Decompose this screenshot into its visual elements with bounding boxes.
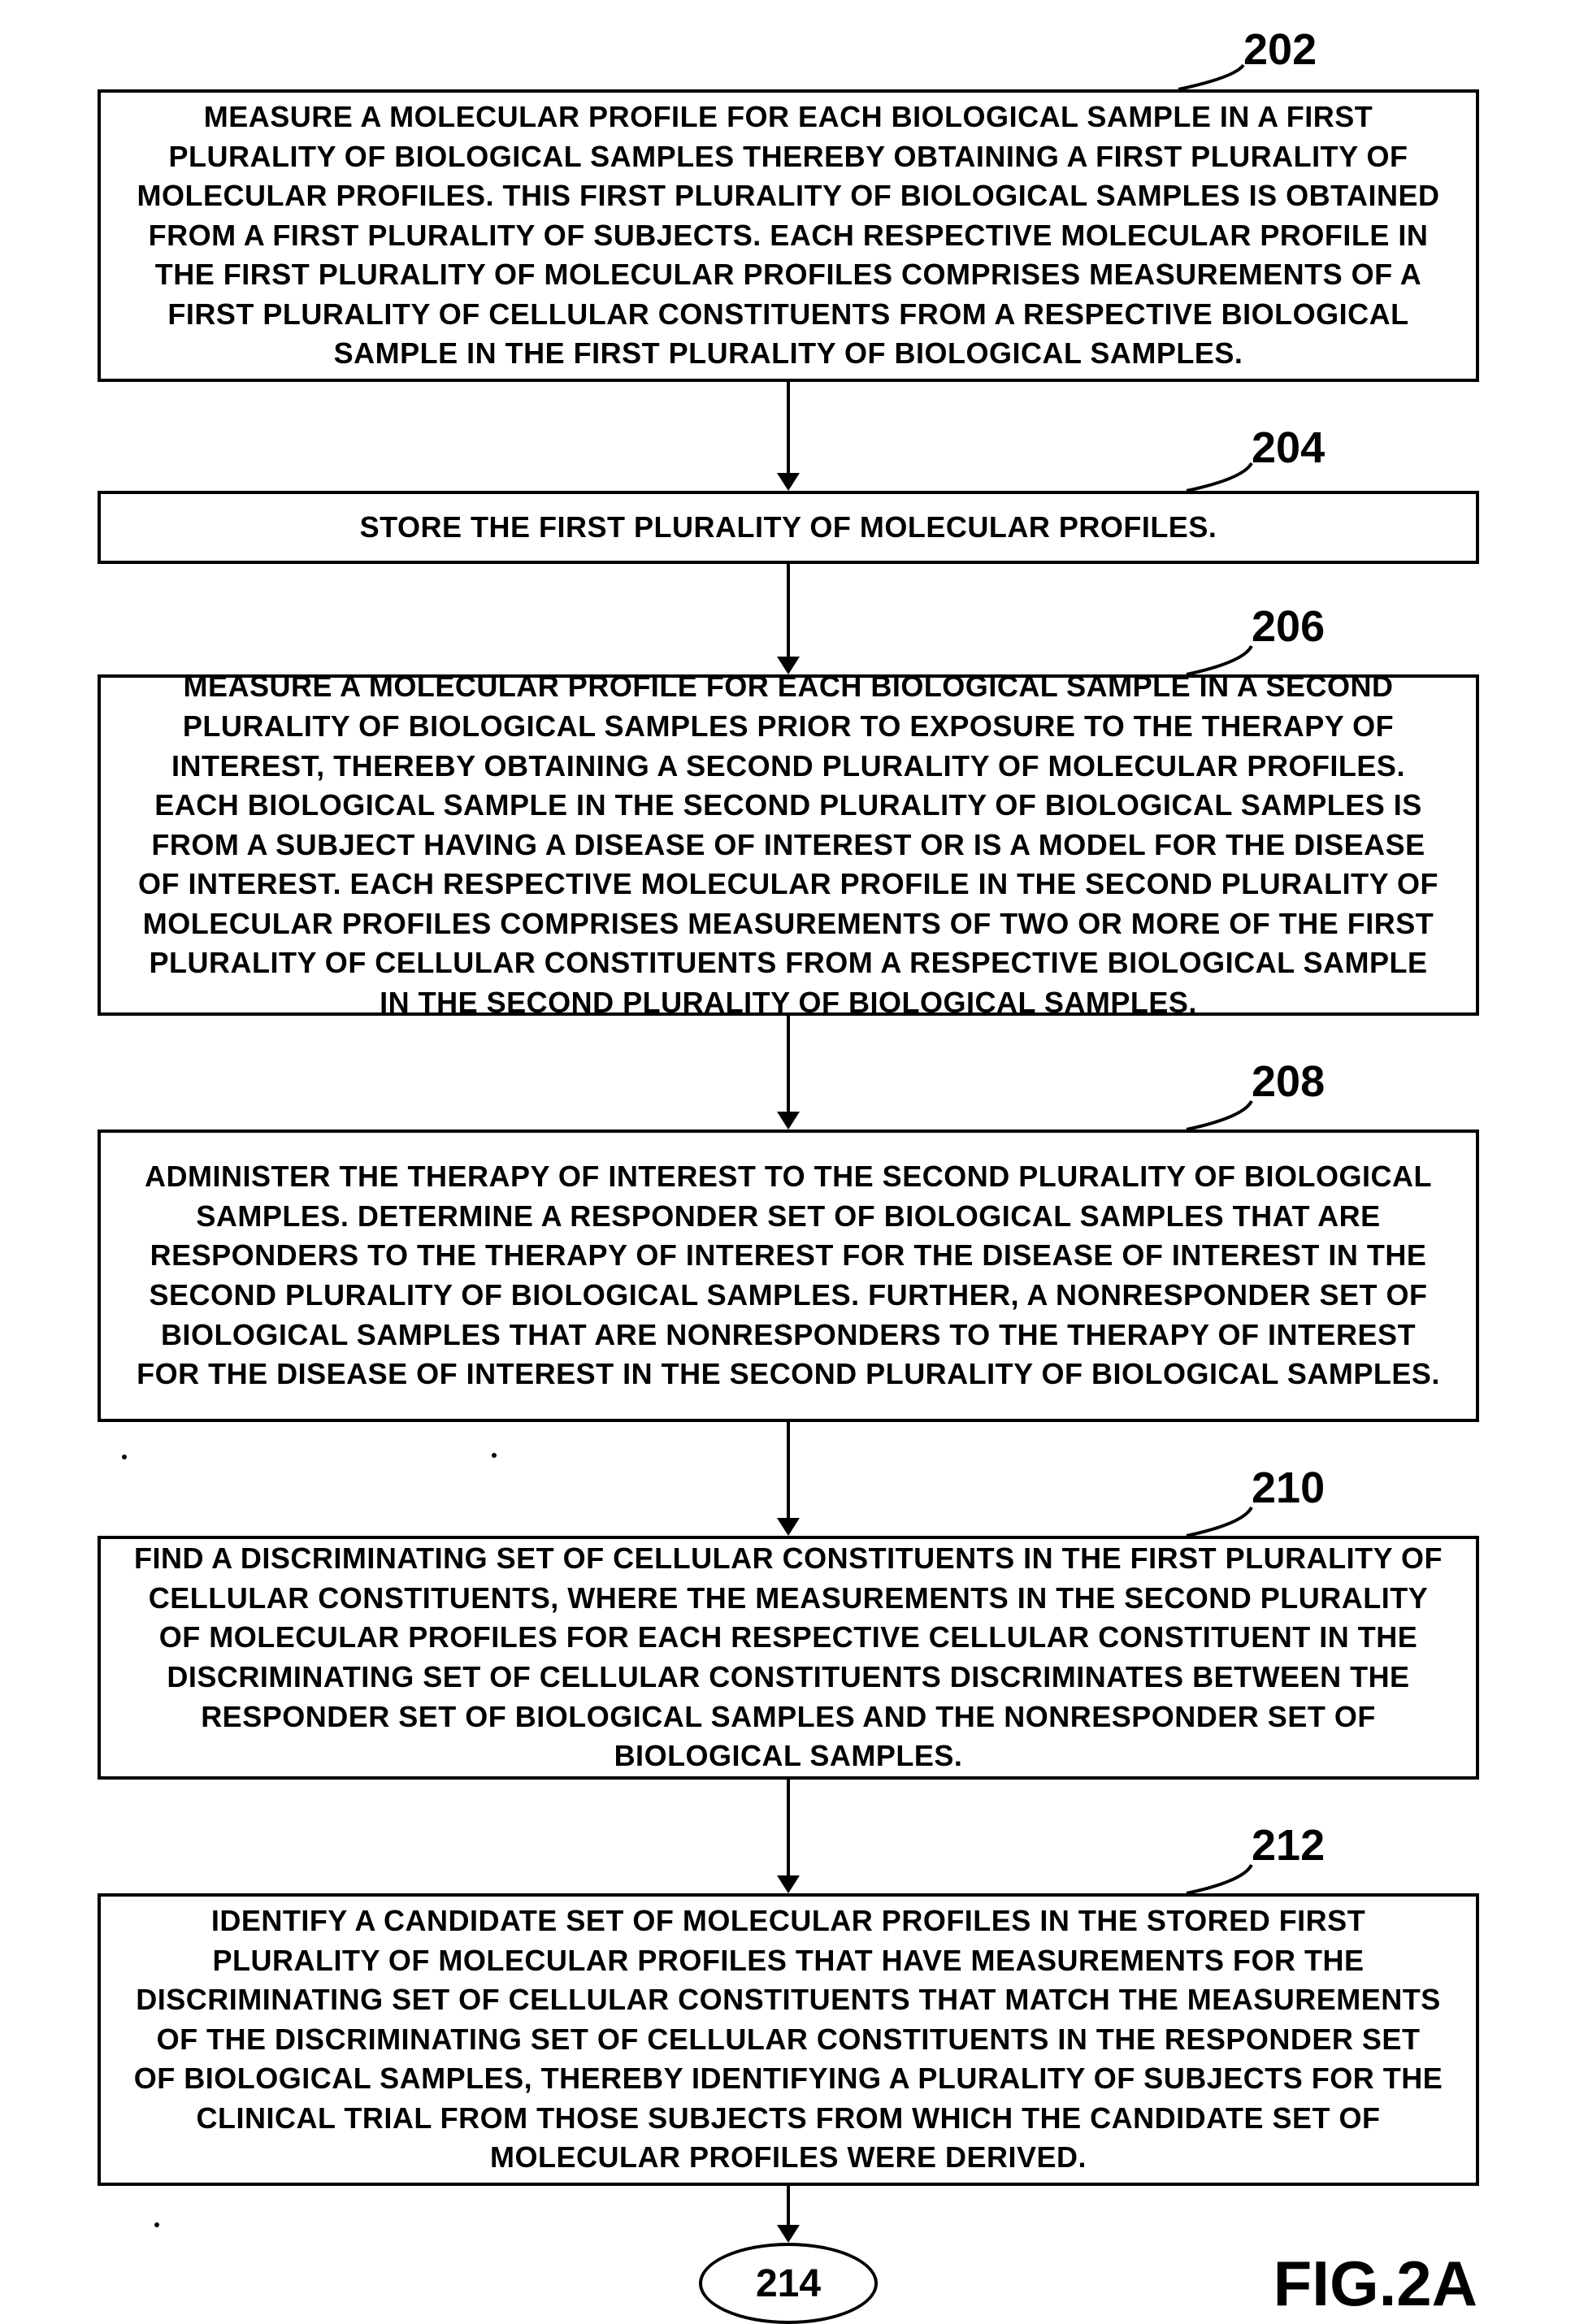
leader-curve-204 [1178,455,1260,499]
leader-curve-206 [1178,638,1260,683]
flow-step-202: MEASURE A MOLECULAR PROFILE FOR EACH BIO… [98,89,1479,382]
ref-label-206: 206 [1252,601,1325,652]
leader-curve-210 [1178,1499,1260,1544]
scan-artifact-dot [122,1455,127,1459]
arrow-head-208-210 [777,1518,800,1536]
ref-label-212: 212 [1252,1820,1325,1871]
ref-label-210: 210 [1252,1463,1325,1513]
scan-artifact-dot [154,2222,159,2227]
arrow-line-206-208 [787,1016,790,1112]
leader-curve-208 [1178,1093,1260,1138]
arrow-line-208-210 [787,1422,790,1518]
leader-curve-202 [1170,57,1252,98]
scan-artifact-dot [492,1453,497,1458]
leader-curve-212 [1178,1857,1260,1901]
flow-step-206: MEASURE A MOLECULAR PROFILE FOR EACH BIO… [98,674,1479,1016]
flowchart-canvas: MEASURE A MOLECULAR PROFILE FOR EACH BIO… [0,0,1575,2245]
arrow-head-204-206 [777,657,800,674]
ref-label-208: 208 [1252,1056,1325,1107]
ref-label-202: 202 [1243,24,1317,75]
arrow-line-204-206 [787,564,790,657]
arrow-line-210-212 [787,1780,790,1875]
offpage-connector-214: 214 [699,2243,878,2324]
arrow-head-210-212 [777,1875,800,1893]
flow-step-210: FIND A DISCRIMINATING SET OF CELLULAR CO… [98,1536,1479,1780]
flow-step-204: STORE THE FIRST PLURALITY OF MOLECULAR P… [98,491,1479,564]
arrow-head-final [777,2225,800,2243]
arrow-line-202-204 [787,382,790,473]
arrow-head-202-204 [777,473,800,491]
arrow-line-final [787,2186,790,2225]
ref-label-204: 204 [1252,423,1325,473]
figure-label: FIG.2A [1273,2247,1477,2321]
flow-step-208: ADMINISTER THE THERAPY OF INTEREST TO TH… [98,1129,1479,1422]
arrow-head-206-208 [777,1112,800,1129]
flow-step-212: IDENTIFY A CANDIDATE SET OF MOLECULAR PR… [98,1893,1479,2186]
